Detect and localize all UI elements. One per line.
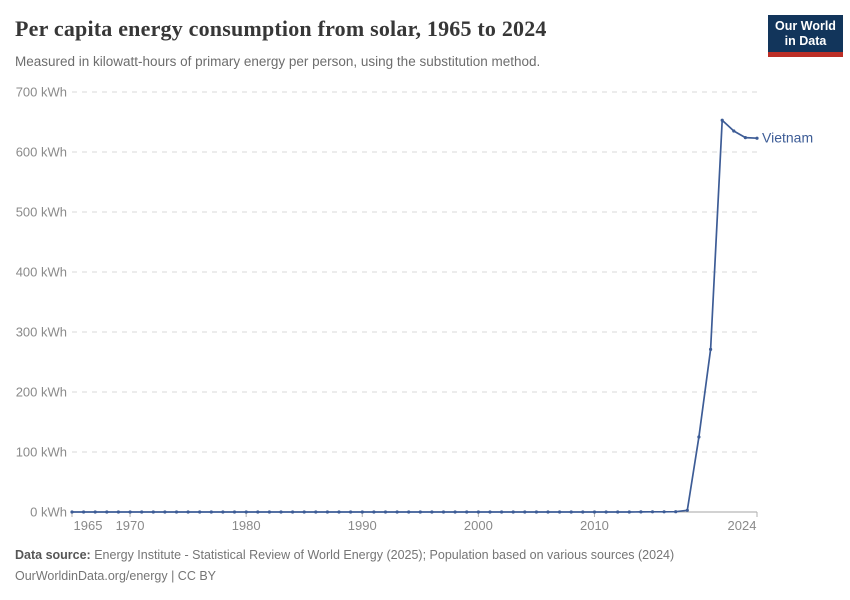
data-point[interactable] [93, 510, 97, 514]
data-point[interactable] [500, 510, 504, 514]
data-point[interactable] [709, 347, 713, 351]
data-point[interactable] [418, 510, 422, 514]
data-point[interactable] [720, 118, 724, 122]
data-point[interactable] [116, 510, 120, 514]
data-point[interactable] [105, 510, 109, 514]
y-axis-label: 300 kWh [16, 325, 67, 340]
data-point[interactable] [291, 510, 295, 514]
data-point[interactable] [650, 510, 655, 514]
footer-datasource-label: Data source: [15, 548, 91, 562]
x-axis-label: 2000 [464, 518, 493, 533]
data-point[interactable] [337, 510, 341, 514]
data-point[interactable] [569, 510, 573, 514]
y-axis-label: 500 kWh [16, 205, 67, 220]
data-point[interactable] [534, 510, 539, 514]
data-point[interactable] [267, 510, 271, 514]
data-point[interactable] [546, 510, 550, 514]
owid-logo-line2: in Data [784, 34, 827, 48]
data-point[interactable] [430, 510, 434, 514]
y-axis-label: 0 kWh [30, 505, 67, 520]
owid-logo-line1: Our World [775, 19, 836, 33]
data-point[interactable] [616, 510, 620, 514]
footer-datasource-text: Energy Institute - Statistical Review of… [90, 548, 675, 562]
data-point[interactable] [82, 510, 86, 514]
data-point[interactable] [174, 510, 179, 514]
data-point[interactable] [325, 510, 329, 514]
data-point[interactable] [523, 510, 527, 514]
data-point[interactable] [128, 510, 132, 514]
x-axis-label: 1980 [232, 518, 261, 533]
data-point[interactable] [244, 510, 248, 514]
data-point[interactable] [232, 510, 237, 514]
y-axis-label: 400 kWh [16, 265, 67, 280]
data-point[interactable] [383, 510, 388, 514]
data-point[interactable] [256, 510, 260, 514]
chart-title: Per capita energy consumption from solar… [15, 16, 547, 41]
data-point[interactable] [685, 508, 689, 512]
data-point[interactable] [674, 510, 678, 514]
data-point[interactable] [476, 510, 480, 514]
data-point[interactable] [140, 510, 144, 514]
data-point[interactable] [639, 510, 643, 514]
data-line-vietnam[interactable] [72, 119, 758, 513]
data-point[interactable] [488, 510, 492, 514]
footer-datasource: Data source: Energy Institute - Statisti… [15, 548, 674, 562]
data-point[interactable] [581, 510, 585, 514]
data-point[interactable] [221, 510, 225, 514]
x-axis-label: 2024 [728, 518, 757, 533]
data-point[interactable] [209, 510, 213, 514]
footer-link[interactable]: OurWorldinData.org/energy | CC BY [15, 569, 217, 583]
data-point[interactable] [511, 510, 515, 514]
owid-logo[interactable]: Our World in Data [768, 15, 843, 57]
x-axis-label: 1970 [116, 518, 145, 533]
data-point[interactable] [627, 510, 631, 514]
data-point[interactable] [349, 510, 353, 514]
data-point[interactable] [465, 510, 469, 514]
chart-canvas[interactable]: 0 kWh 100 kWh 200 kWh 300 kWh 400 kWh 500 kWh… [0, 0, 850, 545]
y-axis-label: 600 kWh [16, 145, 67, 160]
data-point[interactable] [441, 510, 446, 514]
data-point[interactable] [453, 510, 457, 514]
data-point[interactable] [163, 510, 167, 514]
y-axis-label: 700 kWh [16, 85, 67, 100]
data-point[interactable] [407, 510, 411, 514]
data-point[interactable] [186, 510, 190, 514]
data-point[interactable] [314, 510, 318, 514]
chart-subtitle: Measured in kilowatt-hours of primary en… [15, 54, 541, 69]
data-point[interactable] [743, 136, 748, 140]
data-point[interactable] [732, 129, 736, 133]
data-point[interactable] [302, 510, 306, 514]
x-axis-label: 2010 [580, 518, 609, 533]
series-end-label[interactable]: Vietnam [762, 130, 813, 146]
data-point[interactable] [151, 510, 155, 514]
data-point[interactable] [755, 136, 759, 140]
data-point[interactable] [198, 510, 202, 514]
data-point[interactable] [360, 510, 364, 514]
data-point[interactable] [604, 510, 608, 514]
data-point[interactable] [697, 435, 701, 439]
data-point[interactable] [279, 510, 283, 514]
data-point[interactable] [592, 510, 597, 514]
y-axis-label: 100 kWh [16, 445, 67, 460]
data-point[interactable] [662, 510, 666, 514]
x-axis-label: 1990 [348, 518, 377, 533]
y-axis-label: 200 kWh [16, 385, 67, 400]
data-point[interactable] [395, 510, 399, 514]
data-point[interactable] [70, 510, 74, 514]
data-point[interactable] [372, 510, 376, 514]
data-point[interactable] [558, 510, 562, 514]
x-axis-label: 1965 [74, 518, 103, 533]
